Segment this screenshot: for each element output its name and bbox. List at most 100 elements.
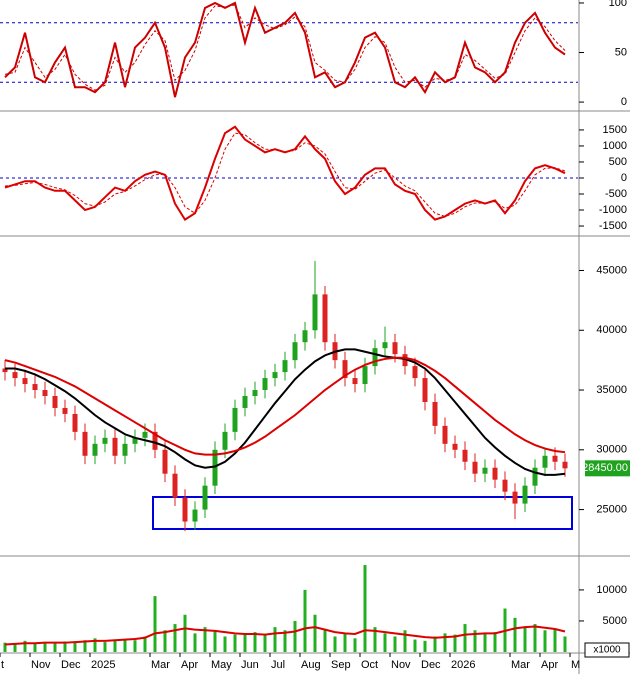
- volume-bar: [423, 640, 427, 652]
- volume-bar: [143, 636, 147, 652]
- candle-body: [452, 443, 458, 450]
- y-tick-label: 25000: [596, 503, 627, 515]
- candle-body: [372, 348, 378, 367]
- volume-bar: [463, 624, 467, 652]
- volume-bar: [393, 636, 397, 652]
- y-tick-label: 0: [621, 96, 627, 108]
- volume-bar: [63, 641, 67, 652]
- volume-bar: [253, 632, 257, 652]
- volume-bar: [413, 639, 417, 652]
- candle-body: [352, 378, 358, 385]
- x-tick-label: t: [1, 659, 4, 671]
- volume-bar: [213, 630, 217, 652]
- candle-body: [62, 407, 68, 414]
- volume-bar: [533, 624, 537, 652]
- last-price-label: 28450.00: [582, 462, 628, 474]
- x-tick-label: Jul: [271, 659, 285, 671]
- volume-bar: [553, 628, 557, 652]
- candle-body: [402, 354, 408, 367]
- volume-bar: [513, 617, 517, 652]
- candle-body: [52, 396, 58, 408]
- candle-body: [342, 360, 348, 379]
- candle-body: [232, 407, 238, 432]
- volume-bar: [43, 642, 47, 652]
- volume-bar: [193, 633, 197, 652]
- y-tick-label: 1000: [603, 140, 627, 152]
- candle-body: [182, 497, 188, 522]
- x-tick-label: Aug: [301, 659, 321, 671]
- volume-bar: [403, 630, 407, 652]
- y-tick-label: 30000: [596, 444, 627, 456]
- volume-bar: [73, 642, 77, 652]
- candle-body: [392, 342, 398, 355]
- candle-body: [202, 485, 208, 510]
- volume-bar: [23, 640, 27, 652]
- y-tick-label: 50: [615, 46, 627, 58]
- y-tick-label: 35000: [596, 384, 627, 396]
- volume-bar: [133, 640, 137, 652]
- candle-body: [562, 461, 568, 469]
- unit-box: [584, 642, 630, 658]
- volume-bar: [313, 614, 317, 652]
- candle-body: [142, 431, 148, 438]
- candle-body: [72, 413, 78, 432]
- volume-bar: [93, 638, 97, 652]
- candle-body: [242, 396, 248, 408]
- volume-bar: [443, 633, 447, 652]
- candle-body: [492, 467, 498, 480]
- volume-bar: [293, 620, 297, 652]
- candle-body: [222, 431, 228, 450]
- candle-body: [282, 360, 288, 373]
- volume-bar: [353, 638, 357, 652]
- candle-body: [482, 467, 488, 474]
- line-series: [4, 132, 566, 217]
- volume-bar: [243, 633, 247, 652]
- candle-body: [422, 378, 428, 402]
- y-tick-label: 1500: [603, 124, 627, 136]
- x-tick-label: Jun: [241, 659, 259, 671]
- candle-body: [42, 390, 48, 396]
- x-tick-label: Apr: [181, 659, 198, 671]
- volume-bar: [323, 630, 327, 652]
- volume-bar: [123, 639, 127, 652]
- volume-bar: [233, 634, 237, 652]
- volume-bar: [483, 633, 487, 652]
- volume-bar: [83, 640, 87, 652]
- candle-body: [2, 368, 8, 373]
- candle-body: [272, 372, 278, 379]
- x-tick-label: Apr: [541, 659, 558, 671]
- x-tick-label: Dec: [61, 659, 81, 671]
- y-tick-label: 10000: [596, 584, 627, 596]
- candle-body: [152, 431, 158, 450]
- candle-body: [132, 437, 138, 444]
- candle-body: [522, 485, 528, 504]
- candle-body: [542, 455, 548, 468]
- x-tick-label: Sep: [331, 659, 351, 671]
- candle-body: [382, 342, 388, 349]
- candle-body: [302, 330, 308, 343]
- y-tick-label: -500: [605, 188, 627, 200]
- volume-bar: [163, 630, 167, 652]
- line-series: [4, 125, 566, 222]
- volume-bar: [153, 596, 157, 652]
- candle-body: [312, 294, 318, 331]
- line-series: [4, 625, 566, 646]
- volume-bar: [173, 624, 177, 652]
- volume-bar: [223, 636, 227, 652]
- line-series: [4, 1, 566, 98]
- x-tick-label: M: [571, 659, 580, 671]
- last-price-box: [585, 460, 630, 477]
- candle-body: [212, 449, 218, 486]
- candle-body: [32, 384, 38, 391]
- candle-body: [412, 366, 418, 379]
- volume-bar: [473, 630, 477, 652]
- volume-bar: [433, 636, 437, 652]
- x-tick-label: 2025: [91, 659, 115, 671]
- candle-body: [442, 425, 448, 444]
- y-tick-label: 100: [609, 0, 627, 9]
- x-tick-label: Mar: [151, 659, 170, 671]
- candle-body: [102, 437, 108, 444]
- x-tick-label: Nov: [31, 659, 51, 671]
- y-tick-label: -1000: [599, 204, 627, 216]
